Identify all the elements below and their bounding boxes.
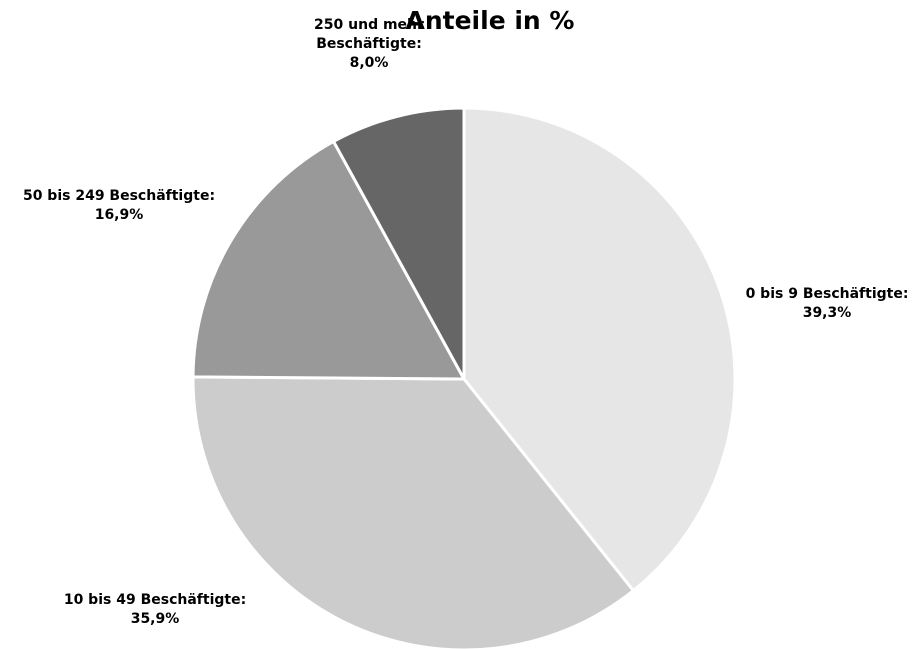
pie-slice-4 — [332, 106, 466, 381]
slice-value-text: 8,0% — [350, 55, 389, 71]
pie-slice-3 — [191, 139, 466, 381]
slice-label-1: 0 bis 9 Beschäftigte: 39,3% — [746, 286, 909, 321]
pie-slice-1 — [462, 106, 737, 593]
chart-title: Anteile in % — [406, 6, 575, 35]
slice-label-text: 0 bis 9 Beschäftigte: — [746, 286, 909, 302]
pie-slices — [191, 106, 737, 649]
pie-slice-2 — [191, 375, 635, 649]
slice-label-text: 250 und mehr — [314, 17, 424, 33]
slice-value-text: 39,3% — [803, 305, 852, 321]
slice-label-2: 10 bis 49 Beschäftigte: 35,9% — [64, 592, 246, 627]
slice-label-4: 250 und mehr Beschäftigte: 8,0% — [314, 17, 424, 71]
slice-label-text: Beschäftigte: — [316, 36, 422, 52]
slice-value-text: 35,9% — [131, 611, 180, 627]
slice-value-text: 16,9% — [95, 207, 144, 223]
slice-labels: 0 bis 9 Beschäftigte: 39,3% 10 bis 49 Besc… — [23, 17, 908, 627]
slice-label-text: 50 bis 249 Beschäftigte: — [23, 188, 215, 204]
slice-label-3: 50 bis 249 Beschäftigte: 16,9% — [23, 188, 215, 223]
slice-label-text: 10 bis 49 Beschäftigte: — [64, 592, 246, 608]
